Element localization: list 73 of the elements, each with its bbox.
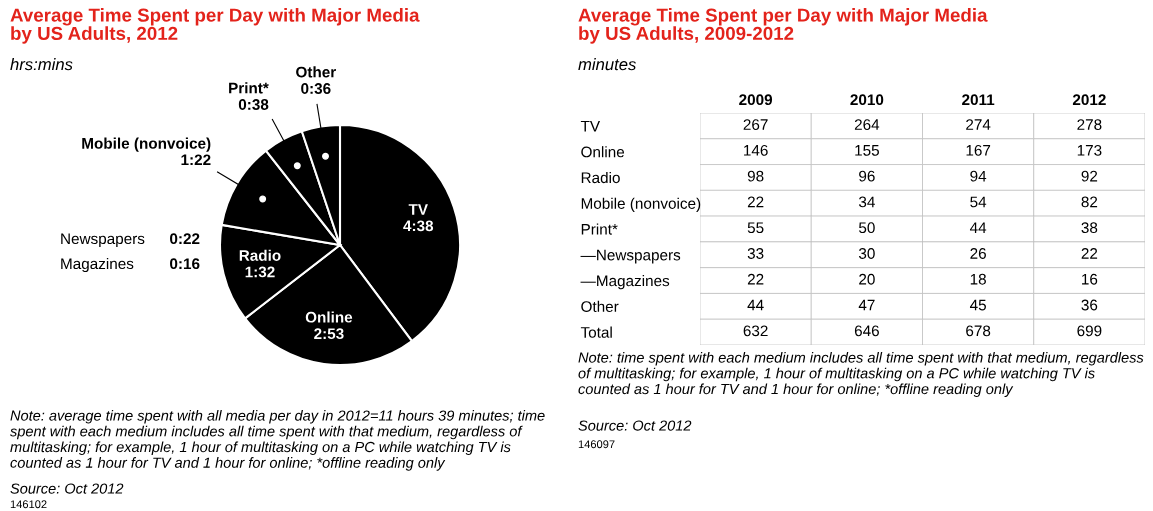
data-label: 278 [1077, 119, 1102, 130]
data-label: 54 [970, 196, 987, 208]
x-tick-label: 2009 [739, 94, 773, 106]
chart-subtitle: hrs:mins [10, 58, 73, 71]
data-label: 98 [747, 170, 764, 182]
data-label: 632 [743, 325, 768, 337]
data-label: 18 [970, 273, 986, 285]
x-tick-label: 2011 [962, 94, 995, 106]
chart-subtitle: minutes [578, 58, 637, 71]
y-tick-label: —Magazines [580, 275, 670, 290]
slice-label: Online [305, 311, 353, 323]
slice-label: Print* [229, 82, 269, 94]
data-label: 44 [747, 299, 764, 311]
text: 146097 [578, 440, 615, 449]
text: Note: time spent with each medium includes all time spent with that medium, regardless of multitasking; for example, 1 hour of multitasking on a PC while watching TV is counted as 1 hour for TV and 1 hour for online; *offline reading only [578, 352, 1144, 398]
data-label: 36 [1081, 299, 1098, 311]
data-label: 44 [969, 222, 987, 233]
data-label: 4:38 [403, 220, 434, 232]
y-tick-label: Print* [581, 223, 618, 235]
source-note: Source: Oct 2012 [578, 420, 692, 431]
slice-label: Other [296, 66, 336, 78]
data-label: 699 [1077, 325, 1102, 337]
data-label: 146 [744, 144, 768, 156]
source-note: Source: Oct 2012 [10, 483, 124, 494]
data-label: 264 [854, 119, 880, 130]
slice-label: Radio [239, 249, 281, 261]
y-tick-label: Mobile (nonvoice) [581, 197, 701, 212]
y-tick-label: Total [580, 326, 612, 338]
data-label: 45 [969, 299, 986, 311]
data-label: 96 [859, 170, 875, 182]
y-tick-label: TV [580, 120, 601, 132]
chart-title: Average Time Spent per Day with Major Media by US Adults, 2009-2012 [578, 8, 988, 44]
y-tick-label: —Newspapers [580, 249, 681, 264]
data-label: 274 [966, 119, 991, 130]
x-tick-label: 2012 [1072, 94, 1106, 106]
data-label: 646 [854, 325, 879, 337]
y-tick-label: Online [581, 146, 625, 158]
data-label: 173 [1077, 144, 1102, 156]
data-label: 34 [858, 196, 875, 208]
chart-title: Average Time Spent per Day with Major Media by US Adults, 2012 [10, 8, 420, 44]
data-label: 33 [747, 248, 764, 259]
data-label: 1:32 [245, 266, 275, 278]
data-label: 94 [970, 170, 987, 182]
data-label: 1:22 [181, 154, 211, 166]
text: Note: average time spent with all media per day in 2012=11 hours 39 minutes; time spent with each medium includes all time spent with that medium, regardless of multitasking; for example, 1 hour of multitasking on a PC while watching TV is counted as 1 hour for TV and 1 hour for online; *offline reading only [10, 410, 545, 471]
slice-label: Mobile (nonvoice) [82, 137, 211, 152]
data-label: 38 [1081, 222, 1098, 234]
y-tick-label: Radio [581, 171, 620, 184]
data-label: 0:36 [301, 83, 331, 94]
data-label: 678 [966, 325, 991, 337]
data-label: 55 [747, 222, 764, 234]
data-label: 155 [855, 145, 879, 156]
data-label: 26 [970, 248, 986, 259]
data-label: 47 [858, 299, 875, 311]
data-label: 2:53 [314, 328, 344, 340]
data-label: 92 [1081, 170, 1098, 182]
data-label: 0:38 [238, 99, 269, 110]
slice-label: TV [408, 204, 428, 215]
data-label: 50 [858, 222, 875, 234]
data-label: 22 [747, 273, 764, 285]
data-label: 82 [1081, 196, 1098, 208]
data-label: 267 [743, 119, 768, 130]
text: 146102 [10, 500, 47, 509]
data-label: 22 [747, 196, 764, 208]
text: Magazines 0:16 [61, 257, 200, 273]
y-tick-label: Other [581, 300, 619, 313]
data-label: 22 [1081, 248, 1098, 259]
data-label: 20 [859, 273, 875, 285]
data-label: 167 [966, 144, 991, 156]
data-label: 16 [1082, 273, 1098, 285]
data-label: 30 [858, 248, 875, 259]
x-tick-label: 2010 [850, 94, 884, 106]
text: Newspapers 0:22 [61, 233, 200, 248]
